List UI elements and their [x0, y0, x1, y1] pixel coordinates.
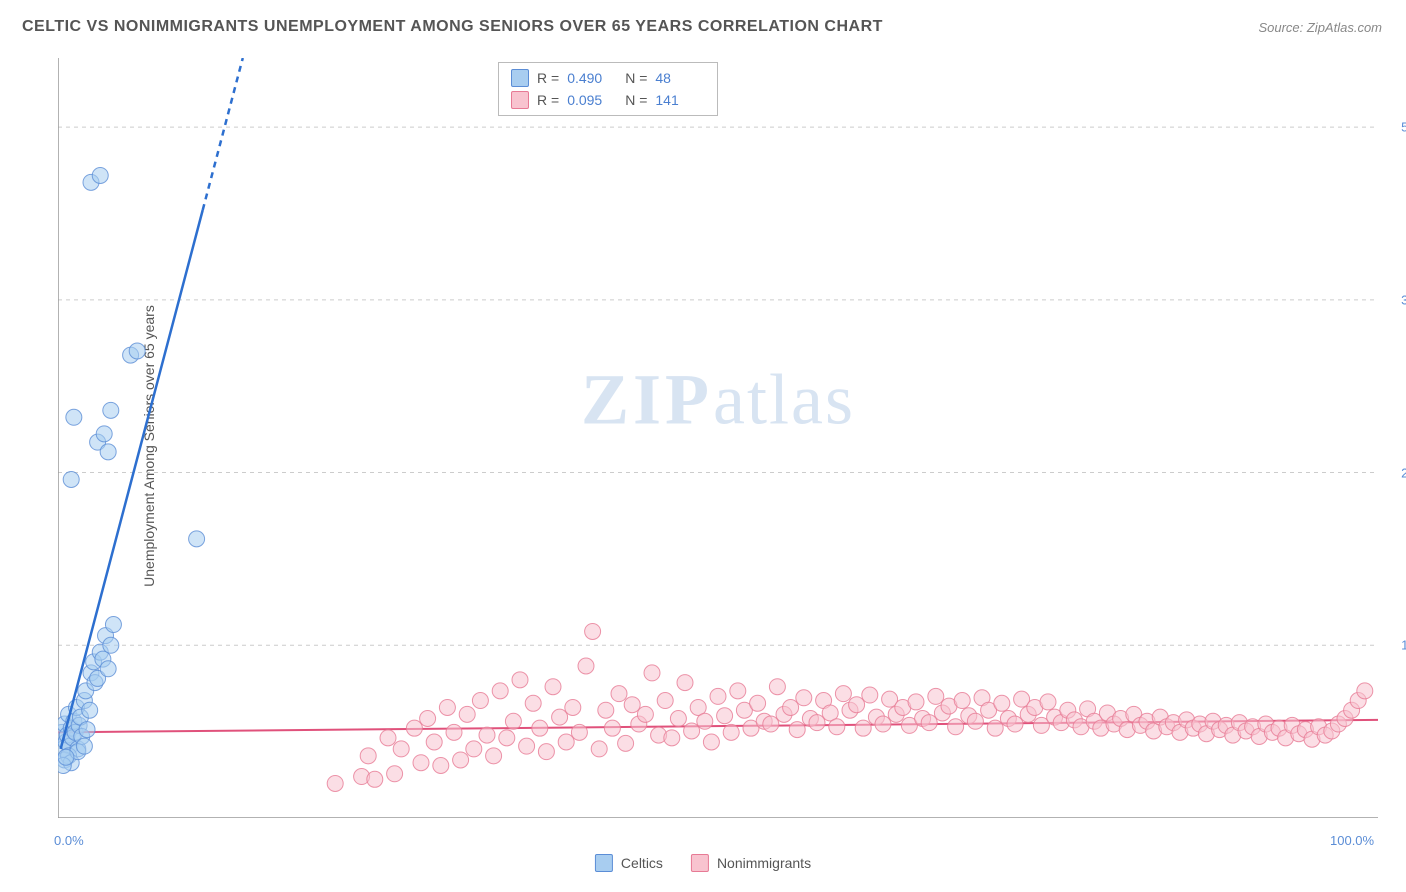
- stats-row-nonimmigrants: R = 0.095 N = 141: [511, 89, 705, 111]
- R-label: R =: [537, 92, 559, 108]
- R-value: 0.490: [567, 70, 617, 86]
- x-tick-label: 0.0%: [54, 833, 84, 848]
- y-tick-label: 50.0%: [1401, 120, 1406, 135]
- N-value: 141: [655, 92, 705, 108]
- swatch-icon: [511, 91, 529, 109]
- stats-row-celtics: R = 0.490 N = 48: [511, 67, 705, 89]
- N-label: N =: [625, 92, 647, 108]
- chart-container: CELTIC VS NONIMMIGRANTS UNEMPLOYMENT AMO…: [0, 0, 1406, 892]
- swatch-icon: [595, 854, 613, 872]
- stats-legend-box: R = 0.490 N = 48 R = 0.095 N = 141: [498, 62, 718, 116]
- y-tick-label: 12.5%: [1401, 638, 1406, 653]
- y-tick-label: 25.0%: [1401, 465, 1406, 480]
- legend-label: Celtics: [621, 855, 663, 871]
- source-label: Source: ZipAtlas.com: [1258, 20, 1382, 35]
- swatch-icon: [511, 69, 529, 87]
- x-tick-label: 100.0%: [1330, 833, 1374, 848]
- R-label: R =: [537, 70, 559, 86]
- R-value: 0.095: [567, 92, 617, 108]
- swatch-icon: [691, 854, 709, 872]
- chart-title: CELTIC VS NONIMMIGRANTS UNEMPLOYMENT AMO…: [22, 18, 883, 36]
- legend-label: Nonimmigrants: [717, 855, 811, 871]
- plot-area: ZIPatlas R = 0.490 N = 48 R = 0.095 N = …: [58, 58, 1378, 818]
- N-label: N =: [625, 70, 647, 86]
- y-tick-label: 37.5%: [1401, 292, 1406, 307]
- scatter-svg: [58, 58, 1378, 818]
- N-value: 48: [655, 70, 705, 86]
- legend-item-celtics: Celtics: [595, 854, 663, 872]
- legend-item-nonimmigrants: Nonimmigrants: [691, 854, 811, 872]
- bottom-legend: Celtics Nonimmigrants: [595, 854, 811, 872]
